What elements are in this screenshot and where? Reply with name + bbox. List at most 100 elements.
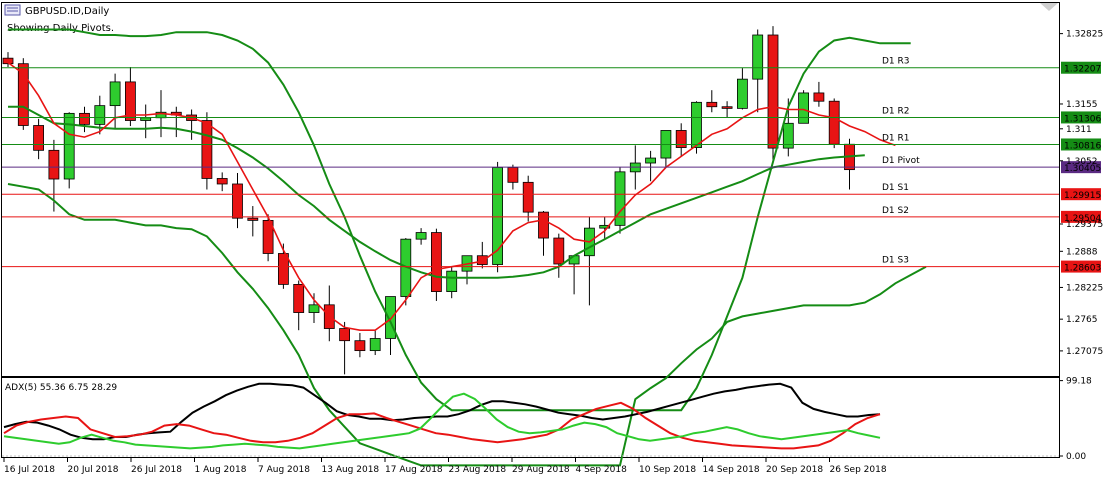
- pivot-label: D1 R3: [882, 57, 910, 67]
- candle: [737, 68, 748, 110]
- time-tick-label: 20 Jul 2018: [68, 465, 119, 475]
- price-tick-label: 1.29375: [1066, 220, 1103, 230]
- candle-body: [79, 112, 90, 125]
- candle: [614, 167, 626, 234]
- time-tick-label: 13 Aug 2018: [322, 465, 380, 475]
- time-tick-label: 10 Sep 2018: [639, 465, 696, 475]
- candle-body: [828, 100, 840, 145]
- price-tick-label: 1.311: [1066, 125, 1092, 135]
- time-tick-label: 4 Sep 2018: [576, 465, 628, 475]
- time-tick-label: 14 Sep 2018: [703, 465, 760, 475]
- pivot-price-text: 1.31306: [1064, 114, 1101, 124]
- candle-body: [216, 178, 228, 185]
- price-tick-label: 1.2888: [1066, 247, 1098, 257]
- candle-body: [94, 105, 106, 125]
- price-tick-label: 1.28225: [1066, 283, 1103, 293]
- candle-body: [476, 255, 488, 265]
- pivot-price-text: 1.28603: [1064, 264, 1101, 274]
- time-tick-label: 29 Aug 2018: [512, 465, 570, 475]
- candle: [721, 101, 733, 118]
- time-tick-label: 1 Aug 2018: [195, 465, 247, 475]
- candle-body: [140, 117, 152, 121]
- candle-body: [538, 211, 549, 239]
- price-tick-label: 1.3155: [1066, 100, 1098, 110]
- candle-body: [125, 81, 136, 121]
- candle-body: [522, 181, 534, 213]
- chart-shift-marker[interactable]: [1040, 3, 1058, 11]
- candle-body: [507, 167, 519, 183]
- time-tick-label: 23 Aug 2018: [449, 465, 507, 475]
- candle: [430, 228, 442, 301]
- candle: [553, 233, 565, 278]
- pivots-layer: D1 R3 1.32207 D1 R2 1.31306 D1 R1 1.30816 D1 P…: [2, 57, 1101, 274]
- time-tick-label: 7 Aug 2018: [258, 465, 310, 475]
- chart-title: GBPUSD.ID,Daily: [25, 6, 109, 17]
- candle-body: [262, 219, 274, 254]
- candle-body: [48, 149, 60, 180]
- pivot-price-tag: [1061, 111, 1101, 124]
- bollinger-lower-line: [7, 183, 927, 467]
- candle-body: [782, 122, 794, 149]
- candle-body: [354, 340, 366, 352]
- pivot-label: D1 S1: [882, 183, 909, 193]
- pivot-price-tag: [1061, 210, 1101, 223]
- pivot-price-text: 1.30405: [1064, 164, 1101, 174]
- pivot-label: D1 Pivot: [882, 156, 920, 166]
- pivot-label: D1 S3: [882, 256, 909, 266]
- candle: [247, 206, 259, 237]
- candle: [232, 172, 243, 229]
- candle-body: [63, 112, 75, 180]
- candle-body: [599, 224, 611, 229]
- candle-body: [33, 125, 44, 151]
- candle-body: [614, 171, 626, 226]
- candle: [125, 67, 136, 127]
- candle: [79, 106, 90, 133]
- adx-tick-label: 0.00: [1066, 452, 1086, 462]
- candle: [385, 296, 396, 356]
- candle: [599, 217, 611, 240]
- candle: [645, 150, 656, 182]
- candle-body: [339, 328, 351, 342]
- price-tick-label: 1.3052: [1066, 157, 1098, 167]
- candle: [538, 211, 549, 256]
- candle-body: [568, 255, 580, 265]
- time-tick-label: 26 Sep 2018: [830, 465, 887, 475]
- candle: [675, 123, 687, 157]
- pivot-label: D1 S2: [882, 206, 909, 216]
- adx-tick-label: 99.18: [1066, 377, 1092, 387]
- candle: [706, 90, 718, 113]
- candle: [293, 280, 305, 331]
- candle: [828, 98, 840, 149]
- candle-body: [706, 101, 718, 108]
- candle: [33, 118, 44, 160]
- candle-body: [17, 63, 29, 126]
- candle: [369, 330, 381, 356]
- main-plot-frame: [1, 2, 1060, 377]
- pivot-price-tag: [1061, 61, 1101, 74]
- candle-body: [645, 157, 656, 164]
- candle-body: [109, 81, 121, 107]
- price-tick-label: 1.27075: [1066, 347, 1103, 357]
- pivot-price-tag: [1061, 260, 1101, 273]
- candle-body: [201, 120, 213, 179]
- pivot-price-tag: [1061, 161, 1101, 174]
- candle: [767, 26, 779, 162]
- bollinger-upper-line: [8, 28, 911, 412]
- candle: [2, 52, 14, 68]
- candle: [201, 112, 213, 190]
- time-tick-label: 16 Jul 2018: [4, 465, 55, 475]
- time-axis: 16 Jul 2018 20 Jul 2018 26 Jul 2018 1 Aug 2…: [3, 457, 887, 475]
- candle-body: [752, 34, 764, 80]
- time-tick-label: 17 Aug 2018: [385, 465, 443, 475]
- candle: [262, 214, 274, 262]
- candle: [415, 228, 427, 245]
- candle: [446, 266, 458, 299]
- pivot-label: D1 R2: [882, 106, 910, 116]
- candle-body: [813, 92, 825, 102]
- candle: [308, 293, 320, 324]
- candle-body: [247, 217, 259, 221]
- candle: [813, 81, 825, 107]
- candle: [17, 58, 29, 130]
- candle-body: [721, 106, 733, 109]
